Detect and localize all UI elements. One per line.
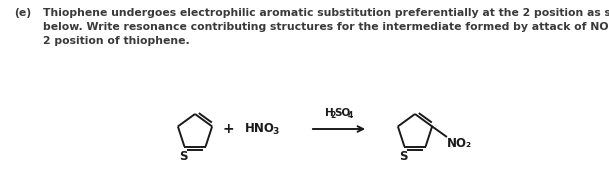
Text: (e): (e): [14, 8, 31, 18]
Text: HNO: HNO: [245, 123, 275, 136]
Text: NO₂: NO₂: [447, 138, 472, 150]
Text: +: +: [222, 122, 234, 136]
Text: 2 position of thiophene.: 2 position of thiophene.: [43, 36, 190, 46]
Text: 4: 4: [348, 111, 353, 120]
Text: S: S: [179, 150, 188, 163]
Text: 3: 3: [272, 127, 278, 136]
Text: SO: SO: [334, 108, 350, 118]
Text: Thiophene undergoes electrophilic aromatic substitution preferentially at the 2 : Thiophene undergoes electrophilic aromat…: [43, 8, 609, 18]
Text: S: S: [399, 150, 407, 163]
Text: below. Write resonance contributing structures for the intermediate formed by at: below. Write resonance contributing stru…: [43, 22, 609, 32]
Text: 2: 2: [330, 111, 335, 120]
Text: H: H: [325, 108, 334, 118]
